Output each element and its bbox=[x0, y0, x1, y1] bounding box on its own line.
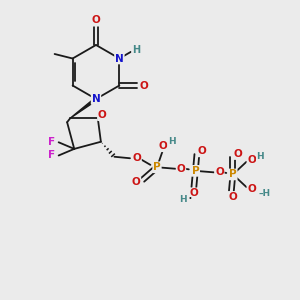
Text: P: P bbox=[153, 162, 161, 172]
Text: O: O bbox=[92, 15, 100, 26]
Text: O: O bbox=[139, 80, 148, 91]
Text: O: O bbox=[229, 192, 237, 202]
Text: N: N bbox=[92, 94, 100, 104]
Text: O: O bbox=[98, 110, 107, 120]
Text: F: F bbox=[49, 151, 56, 160]
Text: O: O bbox=[248, 184, 256, 194]
Text: P: P bbox=[229, 169, 237, 179]
Text: –H: –H bbox=[259, 189, 271, 198]
Text: O: O bbox=[132, 153, 141, 163]
Text: O: O bbox=[190, 188, 198, 198]
Text: H: H bbox=[168, 137, 176, 146]
Text: H: H bbox=[179, 196, 186, 205]
Text: O: O bbox=[215, 167, 224, 177]
Polygon shape bbox=[70, 98, 97, 118]
Text: O: O bbox=[132, 177, 140, 187]
Text: H: H bbox=[256, 152, 264, 161]
Text: O: O bbox=[158, 141, 167, 151]
Text: O: O bbox=[177, 164, 185, 174]
Text: O: O bbox=[248, 155, 256, 165]
Text: N: N bbox=[115, 53, 124, 64]
Text: ·: · bbox=[188, 192, 193, 207]
Text: O: O bbox=[198, 146, 207, 156]
Text: O: O bbox=[234, 149, 243, 159]
Text: H: H bbox=[132, 45, 140, 56]
Text: F: F bbox=[49, 137, 56, 147]
Text: P: P bbox=[192, 166, 199, 176]
